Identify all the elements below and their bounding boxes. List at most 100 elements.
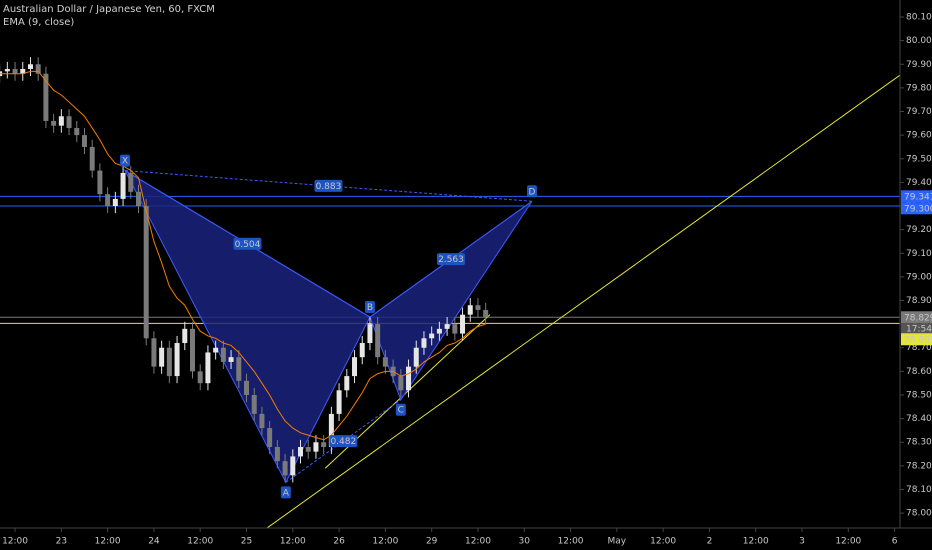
candle-body	[298, 446, 304, 457]
point-box	[526, 185, 537, 198]
indicator-legend: EMA (9, close)	[3, 17, 74, 28]
candle-body	[429, 333, 435, 339]
y-tick-label: 78.300	[906, 438, 932, 448]
candle-body	[143, 206, 149, 339]
ratio-label: 2.563	[438, 255, 464, 265]
y-tick-label: 78.500	[906, 390, 932, 400]
x-tick-label: 12:00	[465, 537, 491, 547]
candle-body	[406, 366, 412, 391]
candle-body	[197, 371, 203, 384]
x-tick-label: 12:00	[743, 537, 769, 547]
x-tick-label: 25	[241, 537, 252, 547]
level-label: 78.803	[904, 335, 932, 345]
y-tick-label: 79.500	[906, 154, 932, 164]
candle-body	[128, 172, 134, 192]
candle-body	[58, 116, 64, 126]
candle-body	[436, 328, 442, 334]
ratio-box	[233, 237, 262, 250]
candle-body	[398, 376, 404, 391]
candle-body	[135, 191, 141, 207]
ratio-box	[329, 435, 358, 448]
level-box	[901, 202, 932, 215]
candle-body	[174, 343, 180, 377]
point-box	[395, 403, 406, 416]
candle-body	[375, 324, 381, 358]
candle-body	[483, 309, 489, 318]
y-tick-label: 78.400	[906, 414, 932, 424]
candle-body	[367, 324, 373, 344]
candle-body	[97, 170, 103, 195]
candle-body	[460, 314, 466, 334]
level-label: 79.341	[904, 192, 932, 202]
y-tick-label: 78.100	[906, 485, 932, 495]
countdown-box	[901, 323, 932, 335]
candle-body	[105, 194, 111, 207]
x-tick-label: 12:00	[372, 537, 398, 547]
candle-body	[81, 135, 87, 147]
y-tick-label: 78.700	[906, 343, 932, 353]
y-tick-label: 79.800	[906, 83, 932, 93]
candle-body	[51, 120, 57, 126]
level-box	[901, 190, 932, 203]
ratio-box	[314, 179, 343, 192]
point-label: X	[122, 157, 128, 167]
y-tick-label: 79.700	[906, 107, 932, 117]
candle-body	[27, 64, 33, 69]
point-box	[119, 154, 130, 167]
y-tick-label: 79.600	[906, 131, 932, 141]
x-tick-label: 12:00	[558, 537, 584, 547]
x-tick-label: 12:00	[280, 537, 306, 547]
candle-body	[120, 172, 126, 199]
candle-body	[236, 357, 242, 381]
y-tick-label: 80.000	[906, 36, 932, 46]
point-box	[280, 486, 291, 499]
candle-body	[12, 68, 18, 74]
x-tick-label: 12:00	[95, 537, 121, 547]
candle-body	[475, 305, 481, 310]
candle-body	[259, 413, 265, 429]
candle-body	[74, 128, 80, 136]
y-tick-label: 78.900	[906, 296, 932, 306]
x-tick-label: 29	[426, 537, 438, 547]
candle-body	[112, 198, 118, 207]
candle-body	[220, 347, 226, 362]
point-label: D	[529, 187, 536, 197]
x-tick-label: 12:00	[187, 537, 213, 547]
candle-body	[35, 64, 41, 74]
candle-body	[189, 328, 195, 372]
candle-body	[336, 390, 342, 414]
candle-body	[305, 446, 311, 452]
candle-body	[267, 428, 273, 447]
candle-body	[20, 68, 26, 74]
candle-body	[321, 442, 327, 447]
point-label: A	[283, 488, 290, 498]
x-tick-label: 23	[56, 537, 67, 547]
x-tick-label: 12:00	[835, 537, 861, 547]
candle-body	[290, 456, 296, 476]
candle-body	[151, 338, 157, 367]
y-tick-label: 78.600	[906, 367, 932, 377]
candle-body	[43, 73, 49, 121]
level-label: 79.300	[904, 204, 932, 214]
level-box	[901, 333, 932, 346]
candle-body	[467, 305, 473, 315]
candle-body	[352, 357, 358, 377]
candle-body	[359, 343, 365, 358]
y-tick-label: 80.100	[906, 13, 932, 23]
candle-body	[66, 116, 72, 129]
ratio-box	[436, 253, 465, 266]
candle-body	[421, 338, 427, 348]
candle-body	[182, 328, 188, 344]
x-tick-label: 2	[707, 537, 713, 547]
ema-line	[0, 70, 486, 441]
y-tick-label: 78.200	[906, 461, 932, 471]
candle-body	[313, 442, 319, 452]
candle-body	[444, 324, 450, 329]
y-tick-label: 79.400	[906, 178, 932, 188]
candle-body	[328, 413, 334, 447]
candle-body	[205, 352, 211, 384]
candle-body	[4, 68, 10, 72]
point-box	[364, 301, 375, 314]
